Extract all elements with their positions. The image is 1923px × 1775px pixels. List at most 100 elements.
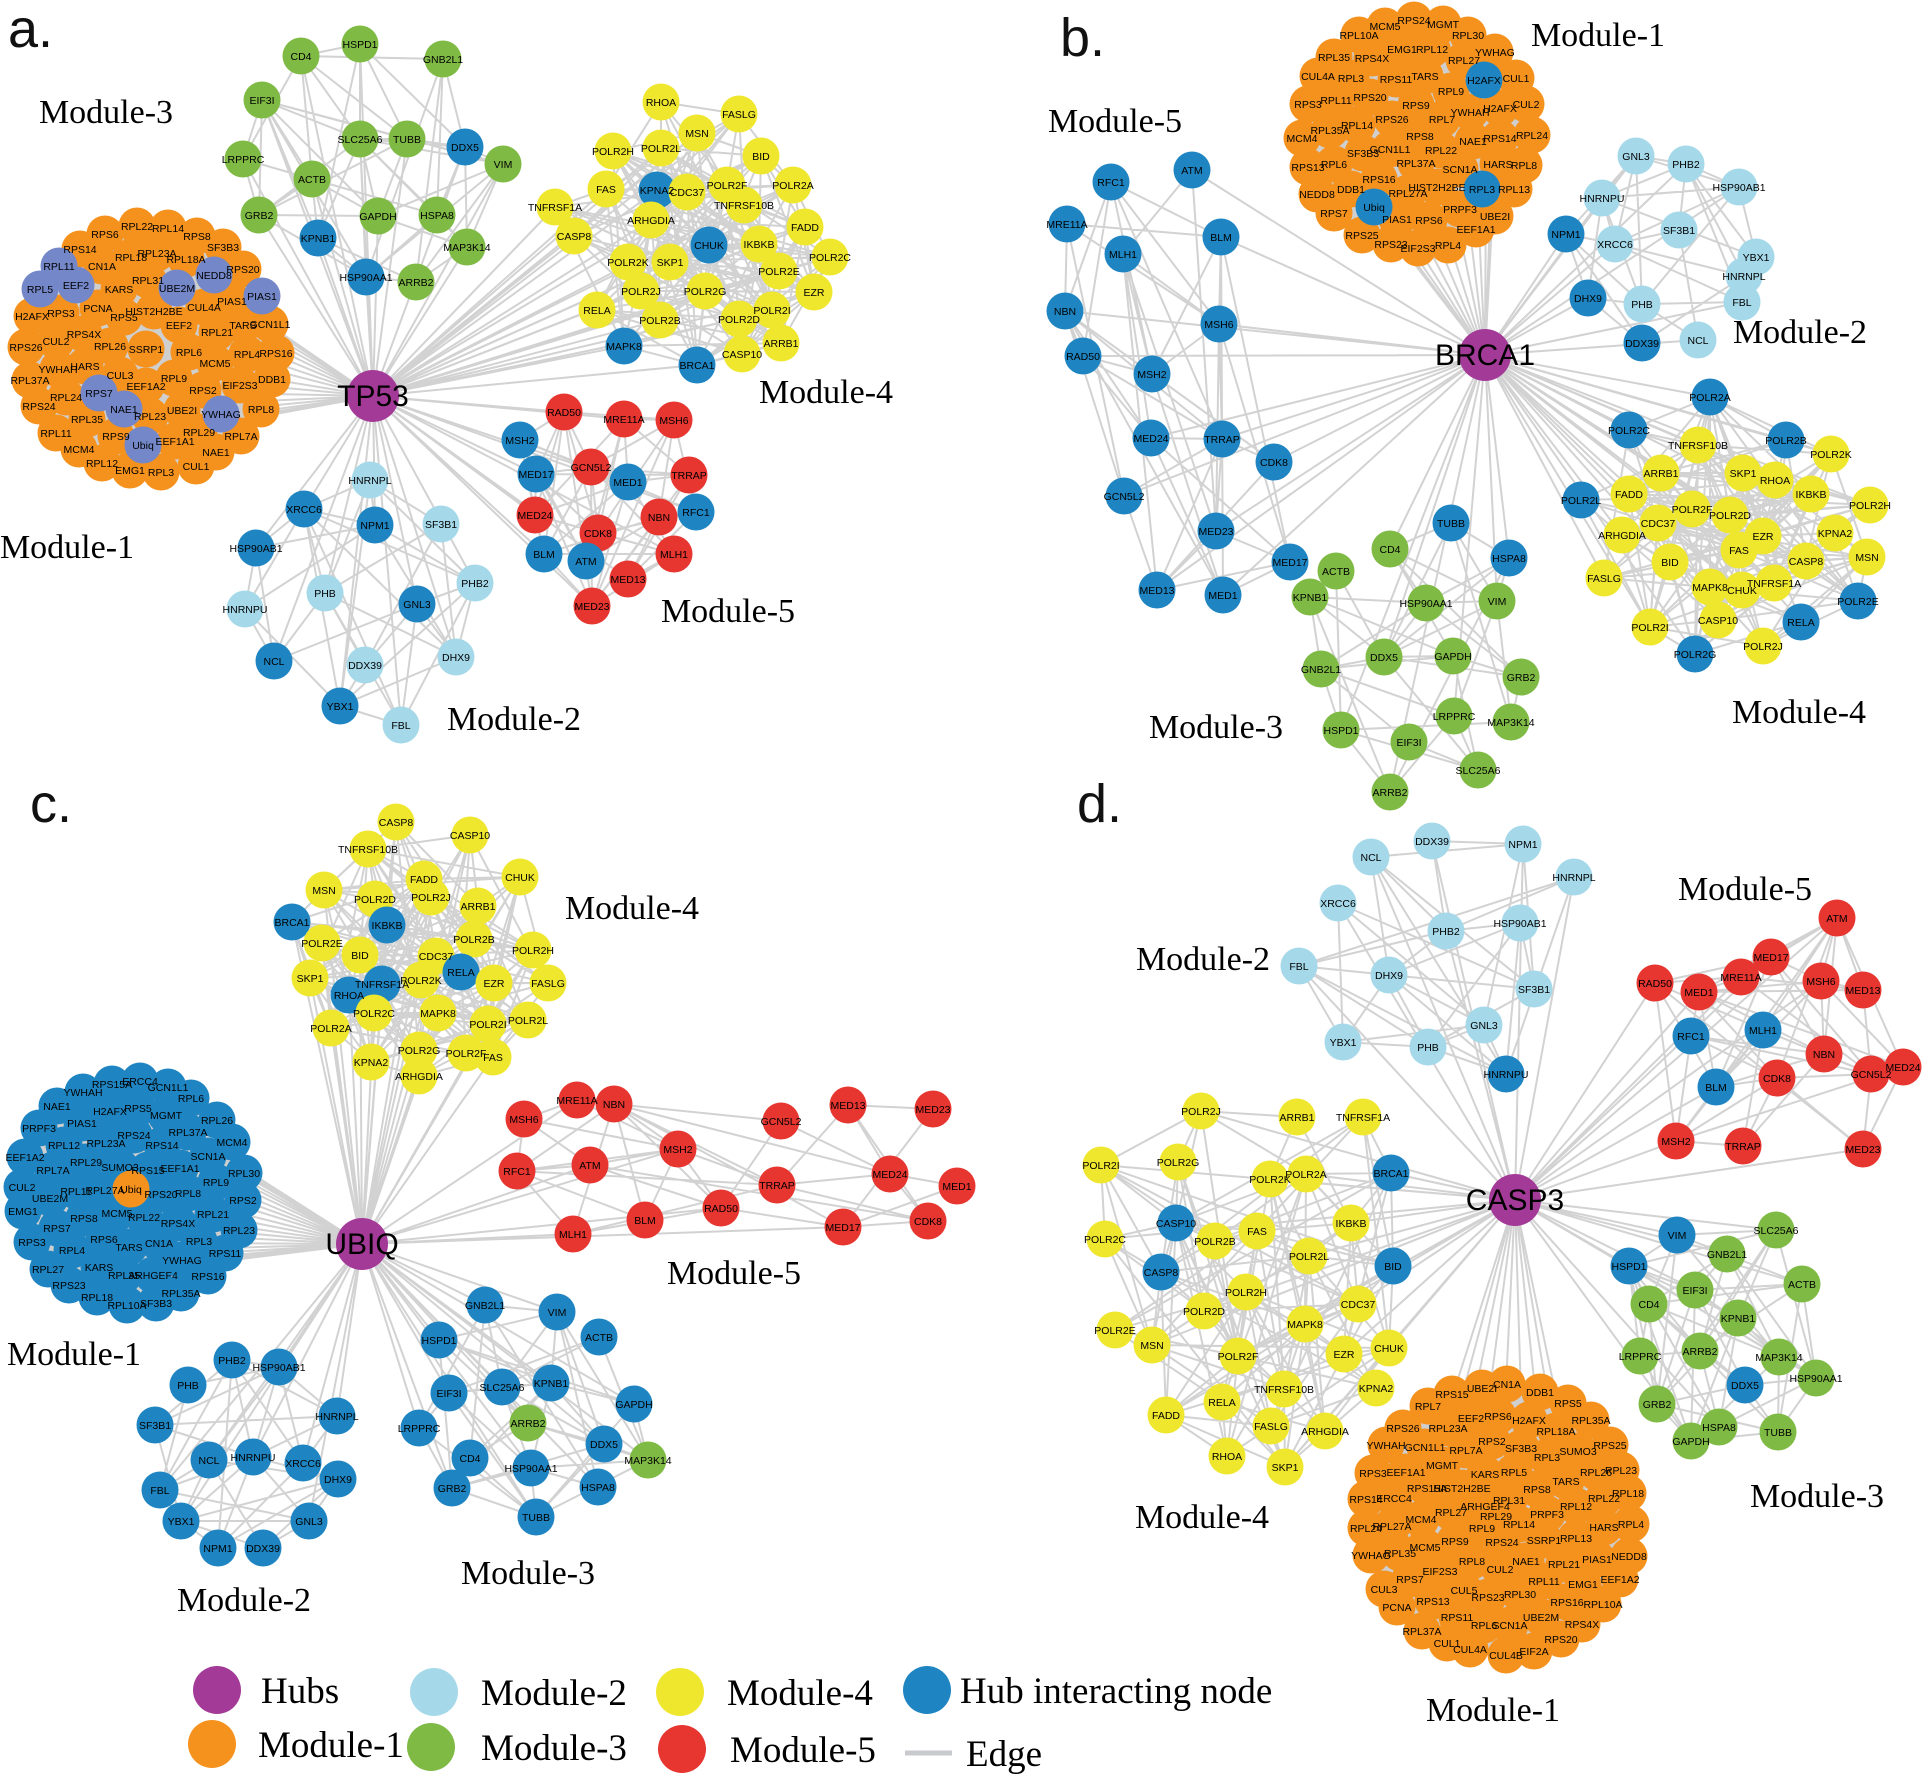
svg-text:NAE1: NAE1: [1459, 136, 1487, 148]
svg-text:TARS: TARS: [1411, 71, 1438, 83]
svg-text:MAP3K14: MAP3K14: [443, 242, 490, 254]
svg-text:YWHAG: YWHAG: [1351, 1550, 1391, 1562]
svg-text:SCN1A: SCN1A: [1442, 164, 1477, 176]
svg-text:RPS6: RPS6: [1484, 1411, 1512, 1423]
svg-text:BLM: BLM: [1210, 232, 1232, 244]
svg-text:RPS8: RPS8: [1406, 131, 1434, 143]
svg-text:Module-2: Module-2: [1733, 314, 1867, 351]
svg-text:RPS15: RPS15: [131, 1165, 164, 1177]
svg-text:POLR2D: POLR2D: [354, 894, 396, 906]
svg-text:CUL2: CUL2: [1487, 1564, 1514, 1576]
svg-text:MAPK8: MAPK8: [606, 341, 642, 353]
svg-text:ARHGEF4: ARHGEF4: [128, 1270, 178, 1282]
svg-text:RPL29: RPL29: [183, 427, 215, 439]
svg-text:RPS9: RPS9: [102, 431, 130, 443]
svg-text:HSP90AB1: HSP90AB1: [1493, 918, 1546, 930]
svg-text:Module-4: Module-4: [565, 890, 699, 927]
svg-text:RPL22: RPL22: [1425, 145, 1457, 157]
svg-text:EEF1A2: EEF1A2: [5, 1152, 44, 1164]
svg-text:Module-3: Module-3: [1750, 1478, 1884, 1515]
svg-text:RPL26: RPL26: [201, 1115, 233, 1127]
svg-text:TRRAP: TRRAP: [1725, 1141, 1761, 1153]
svg-text:CUL4A: CUL4A: [1453, 1644, 1487, 1656]
svg-text:FADD: FADD: [1152, 1410, 1180, 1422]
svg-text:MAP3K14: MAP3K14: [1487, 717, 1534, 729]
svg-text:CASP8: CASP8: [557, 231, 592, 243]
svg-text:MLH1: MLH1: [660, 549, 688, 561]
svg-text:RPS2: RPS2: [1478, 1436, 1506, 1448]
svg-text:RPL10A: RPL10A: [107, 1300, 146, 1312]
svg-text:DHX9: DHX9: [1375, 970, 1403, 982]
svg-text:MED23: MED23: [1198, 526, 1233, 538]
svg-text:VIM: VIM: [1488, 596, 1507, 608]
svg-text:RPL11: RPL11: [40, 428, 71, 440]
svg-text:ARHGDIA: ARHGDIA: [1598, 530, 1646, 542]
svg-text:RPS11: RPS11: [1380, 74, 1413, 86]
svg-text:BID: BID: [752, 151, 770, 163]
svg-text:BLM: BLM: [533, 549, 555, 561]
svg-text:MAPK8: MAPK8: [420, 1008, 456, 1020]
svg-text:Module-4: Module-4: [1135, 1499, 1269, 1536]
svg-text:RPL13: RPL13: [1498, 184, 1530, 196]
svg-text:BRCA1: BRCA1: [679, 360, 714, 372]
svg-text:POLR2G: POLR2G: [398, 1045, 441, 1057]
svg-text:DDX5: DDX5: [1370, 652, 1398, 664]
svg-text:RPS7: RPS7: [85, 388, 113, 400]
svg-text:MED23: MED23: [1845, 1144, 1880, 1156]
svg-text:RELA: RELA: [1787, 617, 1814, 629]
svg-text:MED24: MED24: [517, 510, 552, 522]
svg-text:HSPA8: HSPA8: [581, 1482, 615, 1494]
svg-text:EIF3I: EIF3I: [1682, 1285, 1707, 1297]
svg-text:VIM: VIM: [1668, 1230, 1687, 1242]
svg-text:POLR2J: POLR2J: [621, 286, 661, 298]
svg-text:RPL21: RPL21: [201, 327, 233, 339]
svg-text:POLR2A: POLR2A: [310, 1023, 351, 1035]
svg-text:MED24: MED24: [872, 1169, 907, 1181]
svg-text:HSP90AA1: HSP90AA1: [339, 272, 392, 284]
svg-text:NPM1: NPM1: [1551, 229, 1580, 241]
svg-text:HSP90AB1: HSP90AB1: [252, 1362, 305, 1374]
svg-text:RPL18: RPL18: [81, 1292, 113, 1304]
svg-text:TNFRSF1A: TNFRSF1A: [355, 979, 409, 991]
svg-text:RPS9: RPS9: [1441, 1536, 1469, 1548]
svg-text:HSPA8: HSPA8: [420, 210, 454, 222]
svg-text:POLR2K: POLR2K: [607, 257, 648, 269]
svg-text:YBX1: YBX1: [327, 701, 354, 713]
svg-text:MLH1: MLH1: [1749, 1025, 1777, 1037]
svg-text:MCM5: MCM5: [1370, 21, 1401, 33]
svg-text:CDC37: CDC37: [670, 187, 705, 199]
svg-text:CDK8: CDK8: [1763, 1073, 1791, 1085]
svg-text:HNRNPU: HNRNPU: [223, 604, 268, 616]
svg-text:YWHAG: YWHAG: [1475, 47, 1515, 59]
svg-text:CD4: CD4: [290, 51, 311, 63]
svg-text:CD4: CD4: [1638, 1299, 1659, 1311]
svg-text:POLR2C: POLR2C: [1084, 1234, 1126, 1246]
svg-text:POLR2C: POLR2C: [1608, 425, 1650, 437]
svg-text:TRRAP: TRRAP: [1204, 434, 1240, 446]
svg-text:RPS6: RPS6: [1415, 215, 1443, 227]
svg-text:DDX5: DDX5: [451, 142, 479, 154]
svg-text:Module-1: Module-1: [258, 1725, 404, 1766]
svg-text:RPS4X: RPS4X: [67, 329, 101, 341]
svg-text:BID: BID: [1661, 557, 1679, 569]
svg-text:POLR2K: POLR2K: [1249, 1174, 1290, 1186]
svg-text:SSRP1: SSRP1: [1527, 1535, 1562, 1547]
svg-text:Module-3: Module-3: [481, 1728, 627, 1769]
svg-text:PHB2: PHB2: [461, 578, 489, 590]
svg-text:NPM1: NPM1: [360, 520, 389, 532]
svg-text:KARS: KARS: [85, 1262, 114, 1274]
svg-text:XRCC6: XRCC6: [286, 504, 322, 516]
svg-text:CDC37: CDC37: [419, 951, 454, 963]
svg-text:MRE11A: MRE11A: [1720, 972, 1761, 984]
svg-text:RPL8: RPL8: [1459, 1556, 1485, 1568]
svg-text:ARHGEF4: ARHGEF4: [1460, 1501, 1510, 1513]
svg-text:CUL3: CUL3: [107, 370, 134, 382]
svg-text:KPNA2: KPNA2: [354, 1057, 389, 1069]
svg-text:POLR2G: POLR2G: [1674, 649, 1717, 661]
svg-text:RPL31: RPL31: [1493, 1495, 1525, 1507]
svg-text:ARRB2: ARRB2: [398, 277, 433, 289]
svg-text:UBE2M: UBE2M: [159, 283, 195, 295]
svg-text:H2AFX: H2AFX: [1512, 1415, 1546, 1427]
svg-text:Module-1: Module-1: [1531, 17, 1665, 54]
svg-text:YBX1: YBX1: [1743, 252, 1770, 264]
